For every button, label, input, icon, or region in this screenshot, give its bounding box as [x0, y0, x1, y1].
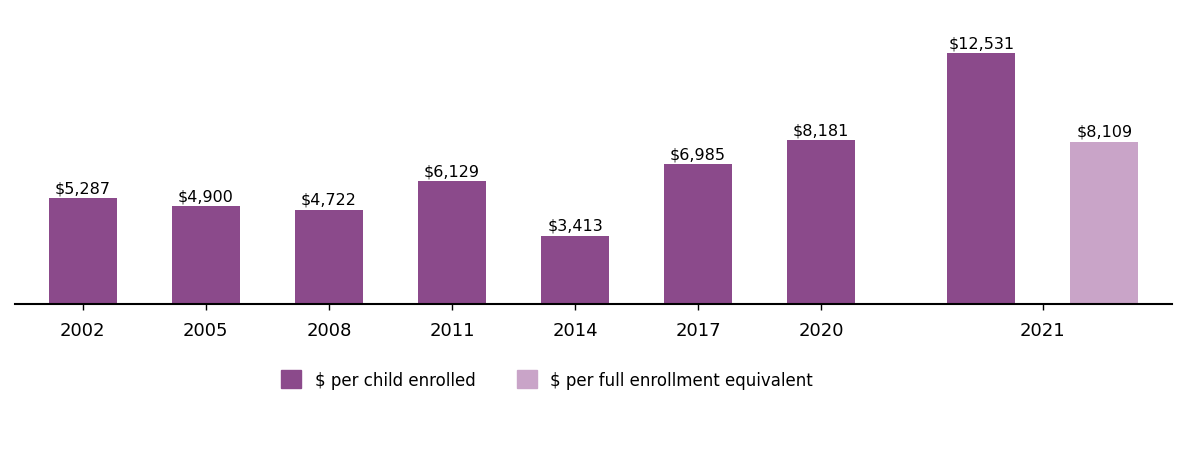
- Legend: $ per child enrolled, $ per full enrollment equivalent: $ per child enrolled, $ per full enrollm…: [281, 371, 813, 389]
- Text: $5,287: $5,287: [55, 181, 110, 196]
- Bar: [172, 207, 240, 305]
- Text: $3,413: $3,413: [547, 218, 603, 233]
- Bar: [49, 199, 116, 305]
- Bar: [665, 165, 732, 305]
- Text: $6,129: $6,129: [424, 164, 480, 179]
- Bar: [296, 210, 363, 305]
- Text: $8,109: $8,109: [1077, 125, 1132, 139]
- Text: $4,722: $4,722: [301, 192, 357, 207]
- Bar: [1071, 143, 1138, 305]
- Bar: [787, 141, 855, 305]
- Text: $12,531: $12,531: [948, 36, 1014, 51]
- Text: $4,900: $4,900: [178, 188, 234, 204]
- Text: $8,181: $8,181: [793, 123, 850, 138]
- Bar: [418, 182, 485, 305]
- Text: $6,985: $6,985: [671, 147, 726, 162]
- Bar: [947, 54, 1015, 305]
- Bar: [541, 236, 609, 305]
